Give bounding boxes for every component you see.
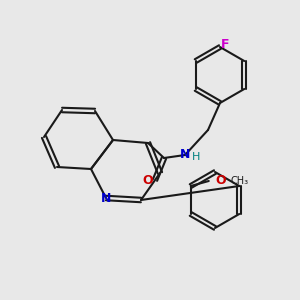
Text: O: O: [143, 173, 153, 187]
Text: N: N: [180, 148, 190, 161]
Text: F: F: [221, 38, 229, 50]
Text: N: N: [101, 191, 111, 205]
Text: H: H: [192, 152, 200, 162]
Text: CH₃: CH₃: [231, 176, 249, 186]
Text: O: O: [215, 175, 226, 188]
